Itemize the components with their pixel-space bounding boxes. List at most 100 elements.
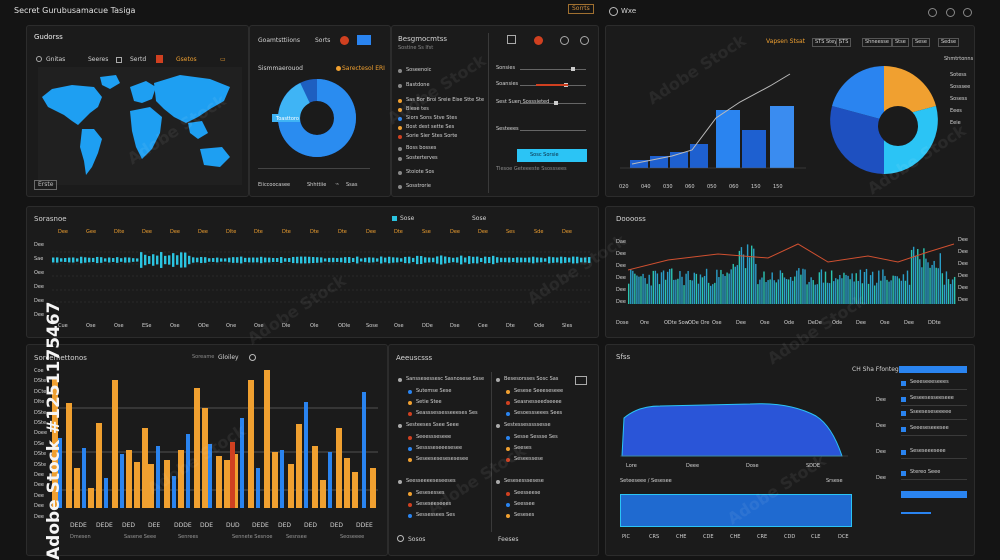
slider-track[interactable] bbox=[520, 69, 586, 70]
candle bbox=[296, 256, 299, 264]
y-tick: Dee bbox=[616, 287, 627, 293]
candle bbox=[416, 255, 419, 265]
settings-icon[interactable] bbox=[580, 36, 589, 45]
area-progress-block[interactable] bbox=[620, 494, 852, 527]
map-region[interactable]: Seeres bbox=[88, 56, 109, 63]
hist-bar bbox=[707, 282, 710, 304]
pie-chart[interactable] bbox=[822, 62, 948, 180]
alert-icon-2[interactable] bbox=[534, 36, 543, 45]
candle bbox=[448, 257, 451, 263]
timeline-chart[interactable] bbox=[52, 238, 592, 320]
candle bbox=[116, 257, 119, 263]
hist-bar bbox=[908, 284, 911, 304]
slider-track[interactable] bbox=[520, 130, 586, 131]
window-close-icon[interactable] bbox=[963, 8, 972, 17]
candle bbox=[304, 256, 307, 264]
hist-bar bbox=[853, 281, 855, 304]
slider-handle[interactable] bbox=[570, 67, 575, 71]
hist-bar bbox=[947, 279, 950, 304]
hist-bar bbox=[886, 279, 888, 304]
dropdown-icon[interactable] bbox=[116, 57, 122, 63]
map-button[interactable]: Erste bbox=[34, 180, 58, 190]
center-badge[interactable]: Sorrts bbox=[568, 4, 594, 14]
hist-bar bbox=[816, 284, 818, 304]
columns-chart[interactable] bbox=[52, 370, 378, 510]
hist-bar bbox=[871, 271, 874, 304]
hist-bar bbox=[892, 275, 894, 304]
window-minimize-icon[interactable] bbox=[928, 8, 937, 17]
flag-icon[interactable] bbox=[156, 55, 163, 63]
tab-5[interactable]: Sedse bbox=[938, 38, 960, 47]
candle bbox=[380, 256, 383, 264]
alert-icon[interactable] bbox=[340, 36, 349, 45]
image-icon[interactable] bbox=[575, 376, 587, 385]
hist-bar bbox=[806, 284, 808, 304]
columns-header-right[interactable]: Gloiley bbox=[218, 354, 239, 361]
item-dot-icon bbox=[506, 436, 510, 440]
group-head: Besesorsses Sosc Sas bbox=[504, 376, 559, 382]
cloud-icon[interactable] bbox=[357, 35, 371, 45]
y-tick: Dlte bbox=[34, 399, 45, 406]
donut-chart[interactable] bbox=[270, 74, 366, 164]
hist-bar bbox=[714, 282, 716, 304]
map-link[interactable]: ▭ bbox=[220, 56, 226, 63]
y-tick: Dee bbox=[34, 242, 45, 248]
hist-bar bbox=[730, 269, 732, 304]
tab-0[interactable]: STS Stey bbox=[812, 38, 841, 47]
activity-title: Aeeuscsss bbox=[396, 354, 433, 362]
hist-bar bbox=[751, 245, 753, 304]
item-dot-icon bbox=[506, 514, 510, 518]
y-tick: Dee bbox=[616, 263, 627, 269]
hist-bar bbox=[695, 273, 698, 304]
y-tick: Dee bbox=[34, 503, 45, 510]
candle bbox=[512, 257, 515, 263]
candle bbox=[216, 257, 219, 263]
slider-label: Sonsies bbox=[496, 65, 516, 71]
donut-panel-title: Goamtsttiions bbox=[258, 37, 300, 44]
candle bbox=[344, 257, 347, 263]
area-chart[interactable] bbox=[620, 398, 848, 458]
x-tick: Dee bbox=[856, 320, 867, 326]
tab-2[interactable]: Shneesse bbox=[862, 38, 892, 47]
tab-1[interactable]: STS bbox=[836, 38, 852, 47]
candle bbox=[200, 256, 203, 264]
x-tick: Dee bbox=[736, 320, 747, 326]
right-tick: Dee bbox=[958, 297, 969, 303]
map-search[interactable]: Gnitas bbox=[46, 56, 66, 63]
donut-divider bbox=[258, 168, 370, 169]
candle bbox=[520, 257, 523, 263]
user-icon[interactable] bbox=[609, 7, 618, 16]
area-header-bar[interactable] bbox=[899, 366, 967, 373]
trend-icon[interactable]: ⌁ bbox=[335, 180, 340, 188]
settings-icon-3[interactable] bbox=[397, 535, 404, 542]
side-progress-mini bbox=[901, 512, 931, 514]
hist-bar bbox=[818, 272, 821, 304]
column bbox=[336, 428, 342, 508]
column bbox=[66, 403, 72, 508]
slider-track[interactable] bbox=[520, 103, 586, 104]
doc-icon[interactable] bbox=[507, 35, 516, 44]
hist-bar bbox=[632, 270, 634, 304]
tab-4[interactable]: Sese bbox=[912, 38, 930, 47]
tab-3[interactable]: Stse bbox=[892, 38, 909, 47]
column-red bbox=[230, 442, 235, 508]
item-dot-icon bbox=[408, 412, 412, 416]
refresh-icon[interactable] bbox=[560, 36, 569, 45]
search-icon[interactable] bbox=[36, 56, 42, 62]
progress-bar[interactable] bbox=[517, 149, 587, 162]
settings-icon-2[interactable] bbox=[249, 354, 256, 361]
slider-handle[interactable] bbox=[554, 101, 559, 105]
y-tick: DSte bbox=[34, 378, 47, 385]
histogram-chart[interactable] bbox=[628, 232, 956, 304]
list-dot-icon bbox=[398, 171, 402, 175]
world-map[interactable] bbox=[38, 67, 242, 185]
side-list-divider bbox=[901, 458, 967, 459]
window-restore-icon[interactable] bbox=[946, 8, 955, 17]
bottom-tick: CRE bbox=[757, 534, 768, 540]
bar-chart[interactable] bbox=[620, 60, 810, 178]
x-tick: DEDE bbox=[96, 522, 113, 529]
columns-header-mid: Soreame bbox=[192, 354, 215, 360]
hist-bar bbox=[640, 276, 642, 304]
column bbox=[112, 380, 118, 508]
hist-bar bbox=[937, 268, 939, 304]
